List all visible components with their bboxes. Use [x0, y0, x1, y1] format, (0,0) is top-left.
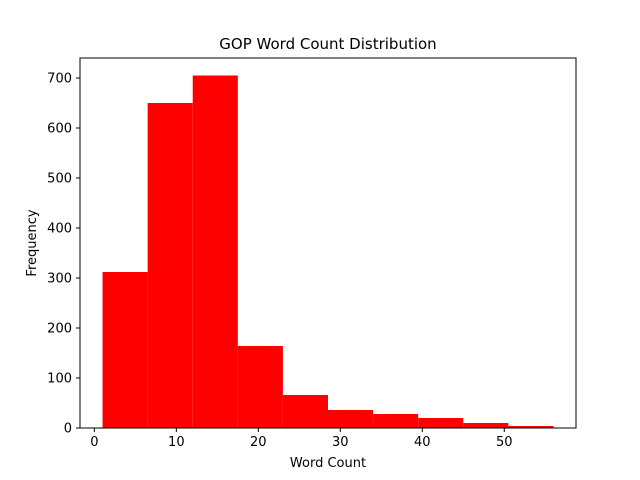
y-tick-label-1: 100: [47, 372, 72, 387]
histogram-bar-3: [237, 346, 283, 428]
x-tick-label-0: 0: [90, 435, 98, 450]
bars-group: [102, 75, 554, 428]
histogram-bar-8: [463, 423, 509, 428]
y-tick-label-2: 200: [47, 322, 72, 337]
x-tick-label-5: 50: [496, 435, 513, 450]
y-tick-label-7: 700: [47, 72, 72, 87]
histogram-bar-1: [147, 103, 193, 428]
plot-frame: [79, 57, 577, 429]
x-axis-label: Word Count: [290, 456, 366, 471]
x-tick-label-3: 30: [332, 435, 349, 450]
y-tick-label-5: 500: [47, 172, 72, 187]
histogram-bar-9: [508, 426, 554, 428]
y-tick-label-4: 400: [47, 222, 72, 237]
histogram-bar-2: [192, 75, 238, 428]
x-tick-label-4: 40: [414, 435, 431, 450]
y-tick-label-0: 0: [64, 422, 72, 437]
histogram-bar-6: [373, 414, 419, 428]
x-axis-ticks: 0 10 20 30 40 50: [90, 428, 513, 450]
x-tick-label-2: 20: [250, 435, 267, 450]
histogram-bar-5: [328, 410, 374, 428]
histogram-bar-0: [102, 272, 148, 428]
x-tick-label-1: 10: [168, 435, 185, 450]
histogram-bar-7: [418, 418, 464, 428]
y-tick-label-6: 600: [47, 122, 72, 137]
histogram-bar-4: [282, 395, 328, 428]
y-axis-ticks: 0 100 200 300 400 500 600 700: [47, 72, 80, 437]
y-tick-label-3: 300: [47, 272, 72, 287]
chart-title: GOP Word Count Distribution: [219, 35, 436, 53]
y-axis-label: Frequency: [25, 209, 40, 276]
